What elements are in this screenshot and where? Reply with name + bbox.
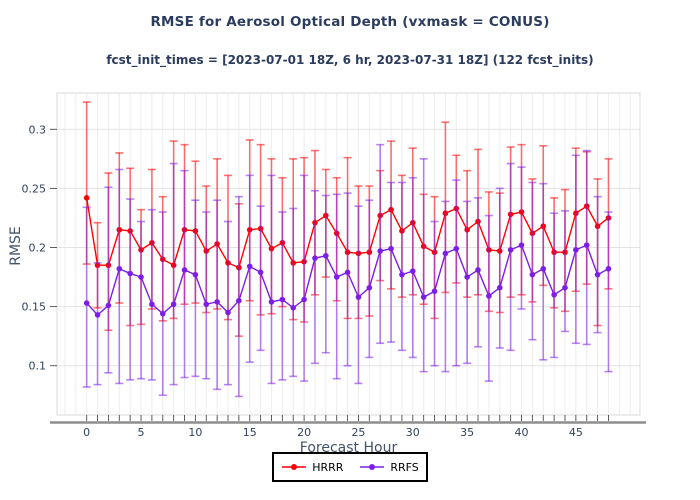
data-point-rrfs <box>138 274 144 280</box>
x-tick-label: 40 <box>515 426 529 439</box>
data-point-rrfs <box>246 263 253 270</box>
data-point-rrfs <box>192 271 199 278</box>
data-point-rrfs <box>464 274 470 280</box>
x-tick-label: 10 <box>188 426 202 439</box>
data-point-rrfs <box>268 299 275 305</box>
data-point-rrfs <box>377 248 383 254</box>
data-point-rrfs <box>127 270 133 277</box>
x-tick-label: 0 <box>83 426 90 439</box>
data-point-rrfs <box>323 252 329 259</box>
data-point-rrfs <box>181 267 188 273</box>
data-point-rrfs <box>344 269 351 276</box>
data-point-rrfs <box>333 274 340 280</box>
data-point-rrfs <box>149 301 155 308</box>
y-tick-label: 0.1 <box>29 360 47 373</box>
data-point-rrfs <box>518 242 525 248</box>
data-point-rrfs <box>301 296 307 303</box>
data-point-rrfs <box>573 247 579 253</box>
data-point-rrfs <box>83 300 90 306</box>
data-point-rrfs <box>214 299 220 305</box>
data-point-rrfs <box>366 284 373 291</box>
x-tick-label: 30 <box>406 426 420 439</box>
data-point-rrfs <box>442 250 449 257</box>
data-point-rrfs <box>605 265 612 272</box>
data-point-rrfs <box>583 242 590 248</box>
legend-item-rrfs: RRFS <box>359 460 419 474</box>
y-tick-label: 0.3 <box>29 123 47 136</box>
legend-label-rrfs: RRFS <box>390 460 419 474</box>
data-point-rrfs <box>594 271 601 278</box>
data-point-rrfs <box>312 255 318 261</box>
data-point-rrfs <box>453 245 460 252</box>
x-tick-label: 35 <box>460 426 474 439</box>
data-point-rrfs <box>431 288 438 295</box>
x-tick-label: 5 <box>138 426 145 439</box>
legend-item-hrrr: HRRR <box>281 461 343 474</box>
legend: HRRR RRFS <box>272 452 428 482</box>
data-point-rrfs <box>410 268 416 274</box>
data-point-rrfs <box>170 301 177 308</box>
legend-marker-rrfs <box>360 464 385 470</box>
legend-marker-hrrr <box>282 464 307 470</box>
data-point-rrfs <box>279 296 286 303</box>
data-point-rrfs <box>486 293 492 299</box>
y-tick-label: 0.25 <box>22 182 47 195</box>
data-point-rrfs <box>496 284 503 291</box>
data-point-rrfs <box>507 247 514 253</box>
legend-label-hrrr: HRRR <box>312 460 344 474</box>
data-point-rrfs <box>290 304 297 311</box>
y-axis-label: RMSE <box>8 226 24 266</box>
data-point-rrfs <box>529 271 536 278</box>
chart-title: RMSE for Aerosol Optical Depth (vxmask =… <box>150 14 550 30</box>
x-tick-label: 15 <box>243 426 257 439</box>
data-point-hrrr <box>83 195 90 201</box>
data-point-rrfs <box>94 312 101 318</box>
data-point-rrfs <box>225 309 231 316</box>
data-point-rrfs <box>257 269 264 276</box>
data-point-rrfs <box>105 302 112 309</box>
x-tick-label: 20 <box>297 426 311 439</box>
data-point-rrfs <box>388 245 394 252</box>
data-point-rrfs <box>551 291 557 298</box>
data-point-rrfs <box>562 284 568 291</box>
data-point-rrfs <box>399 271 405 278</box>
x-tick-label: 25 <box>351 426 365 439</box>
data-point-rrfs <box>203 301 210 308</box>
x-tick-label: 45 <box>569 426 583 439</box>
chart-subtitle: fcst_init_times = [2023-07-01 18Z, 6 hr,… <box>106 53 594 67</box>
data-point-rrfs <box>540 265 547 272</box>
data-point-rrfs <box>159 310 166 317</box>
plot-frame <box>56 92 641 416</box>
data-point-rrfs <box>475 267 481 273</box>
data-point-rrfs <box>116 265 123 272</box>
plot-area: 0 5 10 15 20 25 30 35 40 45 0.1 0.15 0.2 0.25 0.3 <box>22 92 646 439</box>
y-tick-label: 0.2 <box>29 241 47 254</box>
data-point-rrfs <box>420 294 427 300</box>
data-point-rrfs <box>355 294 362 300</box>
data-point-rrfs <box>236 297 242 304</box>
y-tick-label: 0.15 <box>22 301 47 314</box>
